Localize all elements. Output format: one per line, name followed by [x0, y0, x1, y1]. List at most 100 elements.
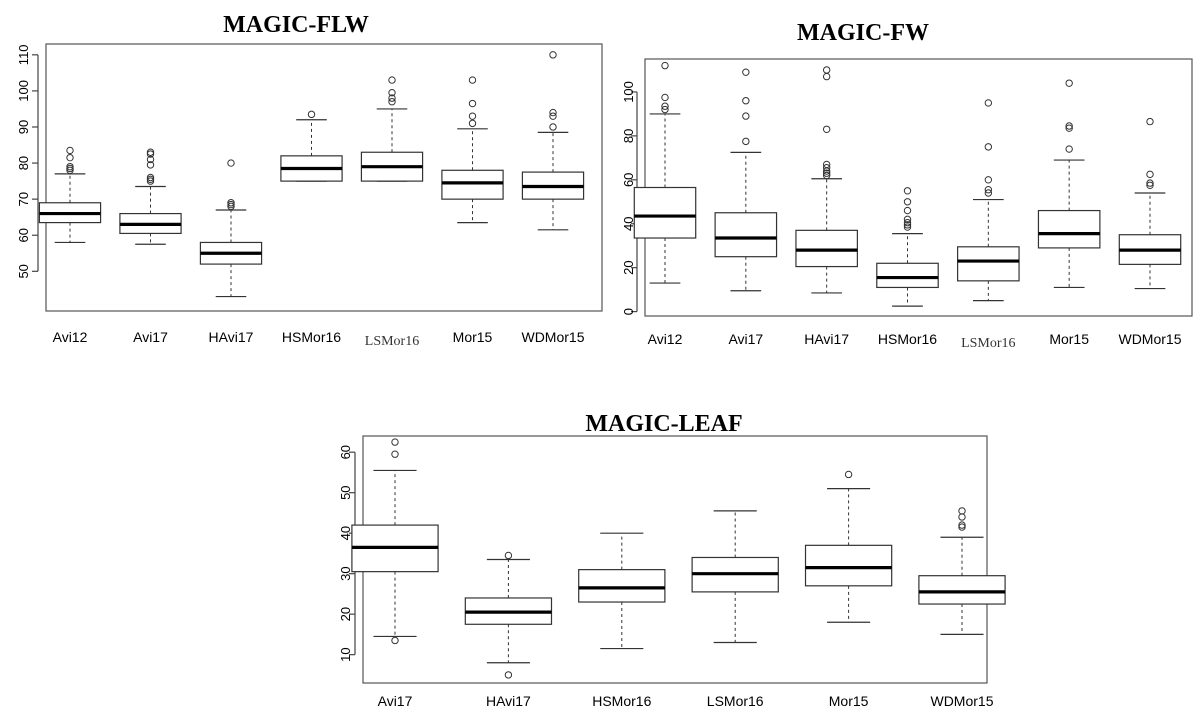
outlier-point — [504, 671, 513, 679]
outlier-point — [903, 221, 912, 229]
outlier-point — [822, 160, 831, 169]
outlier-point — [661, 102, 669, 110]
y-tick-label: 20 — [621, 260, 636, 274]
outlier-point — [1146, 181, 1154, 190]
x-category-label: Avi17 — [133, 329, 168, 345]
y-tick-label: 80 — [621, 129, 636, 143]
box-iqr — [633, 186, 697, 239]
outlier-point — [742, 137, 750, 146]
box-Avi17 — [714, 68, 778, 292]
x-category-label: Mor15 — [1049, 331, 1089, 347]
outlier-point — [146, 173, 155, 182]
x-category-label: WDMor15 — [521, 329, 584, 345]
outlier-point — [1146, 170, 1154, 179]
outlier-point — [468, 99, 477, 108]
outlier-point — [1065, 145, 1073, 153]
x-category-label: LSMor16 — [365, 334, 419, 349]
x-category-label: Avi17 — [378, 693, 413, 709]
outlier-point — [388, 94, 396, 102]
outlier-point — [1146, 179, 1154, 187]
y-tick-label: 60 — [338, 445, 353, 459]
outlier-point — [146, 148, 155, 156]
outlier-point — [227, 159, 235, 167]
box-Mor15 — [804, 470, 893, 623]
outlier-point — [984, 99, 993, 107]
outlier-point — [468, 76, 477, 84]
x-category-label: LSMor16 — [707, 693, 764, 709]
outlier-point — [66, 153, 74, 162]
outlier-point — [742, 112, 750, 120]
outlier-point — [146, 155, 155, 164]
outlier-point — [984, 185, 993, 194]
plot-frame — [362, 435, 988, 684]
outlier-point — [391, 636, 399, 645]
outlier-point — [468, 112, 477, 120]
y-tick-label: 50 — [16, 264, 31, 278]
outlier-point — [388, 76, 396, 84]
outlier-point — [549, 112, 557, 120]
y-tick-label: 10 — [338, 647, 353, 661]
outlier-point — [822, 72, 831, 81]
outlier-point — [1146, 117, 1154, 126]
x-category-label: HAvi17 — [209, 329, 254, 345]
box-iqr — [441, 169, 504, 200]
outlier-point — [1065, 124, 1073, 132]
box-Avi12 — [633, 61, 697, 284]
box-LSMor16 — [691, 510, 779, 644]
x-category-label: WDMor15 — [1118, 331, 1181, 347]
outlier-point — [903, 215, 912, 224]
outlier-point — [984, 189, 993, 197]
box-Avi17 — [351, 438, 439, 645]
outlier-point — [504, 551, 513, 560]
box-HAvi17 — [795, 66, 858, 294]
outlier-point — [227, 199, 235, 207]
outlier-point — [661, 61, 669, 70]
chart-title: MAGIC-FLW — [223, 12, 369, 38]
outlier-point — [549, 123, 557, 131]
outlier-point — [984, 143, 993, 151]
box-HAvi17 — [199, 159, 263, 298]
y-tick-label: 110 — [16, 44, 31, 65]
outlier-point — [391, 450, 399, 458]
outlier-point — [1065, 122, 1073, 130]
y-tick-label: 100 — [621, 81, 636, 103]
outlier-point — [468, 119, 477, 128]
outlier-point — [388, 89, 396, 97]
x-category-label: WDMor15 — [930, 693, 993, 709]
box-Mor15 — [441, 76, 504, 224]
y-tick-label: 40 — [621, 217, 636, 231]
outlier-point — [958, 513, 966, 521]
y-tick-label: 100 — [16, 80, 31, 102]
x-category-label: HSMor16 — [878, 331, 937, 347]
outlier-point — [549, 51, 557, 59]
outlier-point — [844, 470, 853, 479]
box-iqr — [1037, 209, 1101, 249]
outlier-point — [661, 105, 669, 114]
outlier-point — [822, 169, 831, 177]
y-tick-label: 90 — [16, 120, 31, 134]
x-category-label: HAvi17 — [486, 693, 531, 709]
chart-magic-fw: MAGIC-FW 0 20 40 60 80 100 Avi12 Avi17 HAvi17 HSM… — [621, 20, 1193, 351]
outlier-point — [903, 187, 912, 195]
outlier-point — [903, 223, 912, 231]
y-tick-label: 40 — [338, 526, 353, 540]
outlier-point — [66, 162, 74, 171]
chart-magic-flw: MAGIC-FLW 50 60 70 80 90 100 110 Avi12 Avi17 HAvi… — [16, 12, 603, 349]
x-category-label: HSMor16 — [592, 693, 651, 709]
y-tick-label: 60 — [16, 228, 31, 242]
y-tick-label: 30 — [338, 566, 353, 580]
outlier-point — [66, 146, 74, 155]
box-iqr — [578, 569, 666, 603]
box-iqr — [876, 262, 939, 289]
box-HSMor16 — [280, 110, 343, 182]
outlier-point — [391, 438, 399, 446]
x-category-label: LSMor16 — [961, 336, 1015, 351]
outlier-point — [822, 164, 831, 172]
box-iqr — [804, 544, 893, 587]
x-category-label: Avi12 — [648, 331, 683, 347]
x-category-label: Avi17 — [728, 331, 763, 347]
box-iqr — [795, 229, 858, 268]
box-Avi17 — [119, 148, 182, 245]
outlier-point — [661, 93, 669, 102]
chart-magic-leaf: MAGIC-LEAF 10 20 30 40 50 60 Avi17 HAvi17 HSMor1… — [338, 411, 1006, 709]
